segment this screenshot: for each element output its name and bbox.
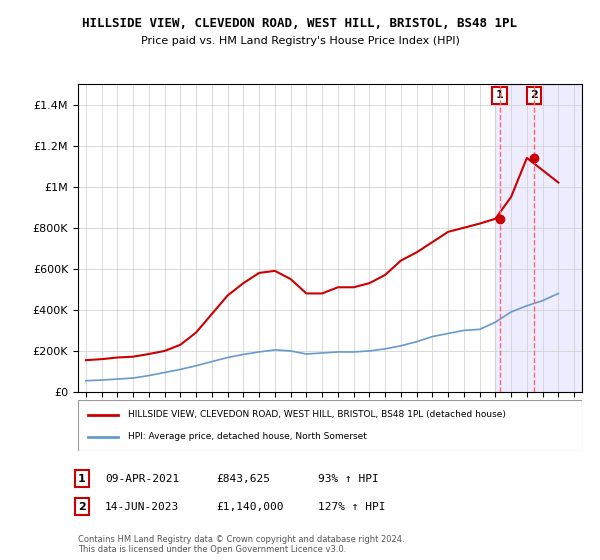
Text: 09-APR-2021: 09-APR-2021 [105, 474, 179, 484]
Text: 1: 1 [496, 90, 503, 100]
Text: 93% ↑ HPI: 93% ↑ HPI [318, 474, 379, 484]
Text: HILLSIDE VIEW, CLEVEDON ROAD, WEST HILL, BRISTOL, BS48 1PL (detached house): HILLSIDE VIEW, CLEVEDON ROAD, WEST HILL,… [128, 410, 506, 419]
Text: 2: 2 [530, 90, 538, 100]
Text: 127% ↑ HPI: 127% ↑ HPI [318, 502, 386, 512]
Text: Contains HM Land Registry data © Crown copyright and database right 2024.
This d: Contains HM Land Registry data © Crown c… [78, 535, 404, 554]
Text: 14-JUN-2023: 14-JUN-2023 [105, 502, 179, 512]
Text: HPI: Average price, detached house, North Somerset: HPI: Average price, detached house, Nort… [128, 432, 367, 441]
Text: HILLSIDE VIEW, CLEVEDON ROAD, WEST HILL, BRISTOL, BS48 1PL: HILLSIDE VIEW, CLEVEDON ROAD, WEST HILL,… [83, 17, 517, 30]
FancyBboxPatch shape [78, 400, 582, 451]
Text: £1,140,000: £1,140,000 [216, 502, 284, 512]
Text: £843,625: £843,625 [216, 474, 270, 484]
Text: 1: 1 [78, 474, 86, 484]
Bar [496, 84, 582, 392]
Text: 2: 2 [78, 502, 86, 512]
Text: Price paid vs. HM Land Registry's House Price Index (HPI): Price paid vs. HM Land Registry's House … [140, 36, 460, 46]
